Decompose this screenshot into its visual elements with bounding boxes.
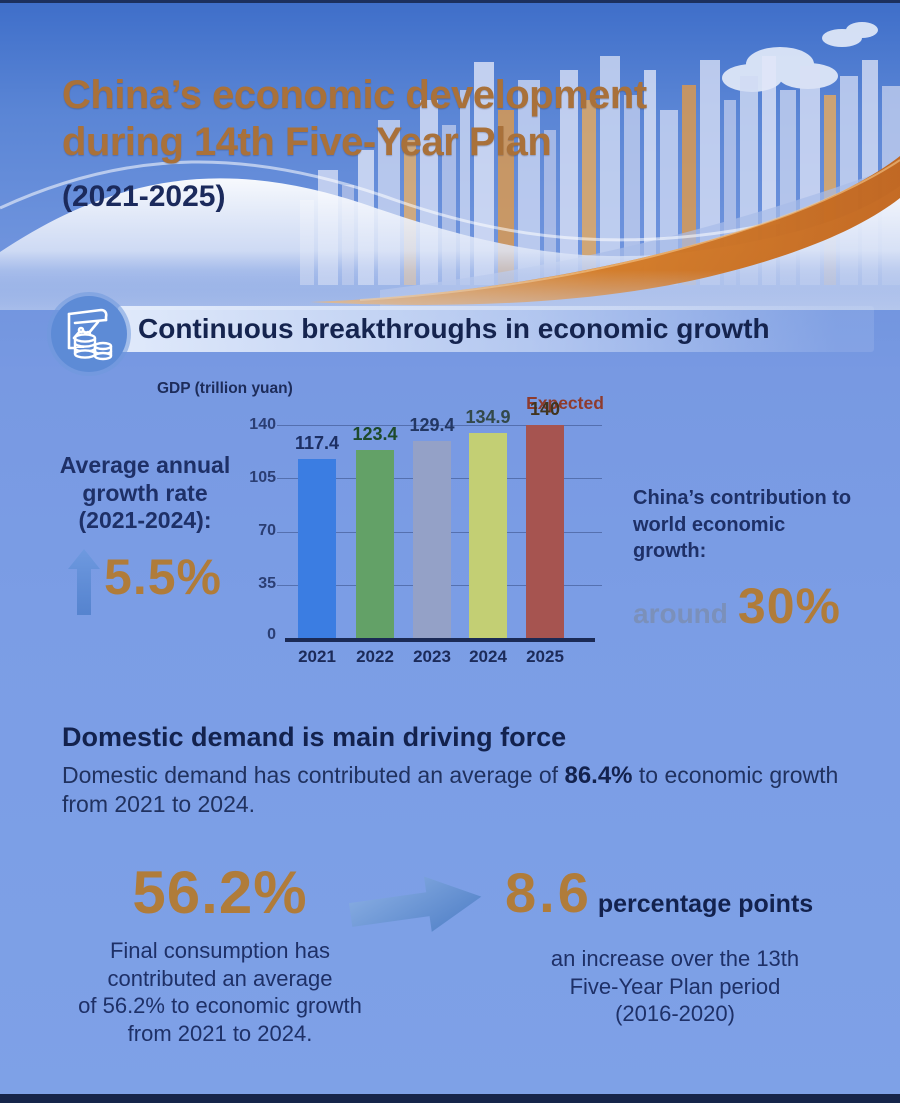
- caption-line: contributed an average: [107, 965, 333, 991]
- caption-line: from 2021 to 2024.: [127, 1020, 313, 1046]
- contribution-prefix: around: [633, 597, 728, 629]
- consumption-value: 56.2%: [132, 859, 308, 926]
- section-heading: Continuous breakthroughs in economic gro…: [138, 313, 770, 344]
- x-tick-label: 2024: [469, 647, 507, 666]
- economy-icon: [47, 292, 131, 376]
- avg-growth-stat: Average annual growth rate (2021-2024): …: [28, 452, 262, 615]
- y-tick-label: 35: [258, 575, 276, 592]
- consumption-caption: Final consumption has contributed an ave…: [40, 937, 400, 1047]
- contribution-label: China’s contribution to world economic g…: [633, 485, 885, 565]
- label-line: (2021-2024):: [78, 507, 212, 534]
- caption-line: of 56.2% to economic growth: [78, 993, 362, 1018]
- wave-stroke: [0, 160, 781, 242]
- contribution-stat: China’s contribution to world economic g…: [633, 485, 885, 639]
- caption-line: Final consumption has: [109, 938, 331, 963]
- label-line: world economic: [633, 513, 786, 536]
- bar-value-label: 123.4: [352, 424, 398, 445]
- bar-column: 123.4 2022: [352, 424, 397, 666]
- bar: [298, 459, 336, 638]
- consumption-stat: 56.2% Final consumption has contributed …: [40, 858, 400, 1047]
- title-line-1: China’s economic development: [62, 73, 647, 117]
- bar-value-label: 134.9: [465, 406, 511, 427]
- page-subtitle: (2021-2025): [62, 180, 226, 213]
- title-line-2: during 14th Five-Year Plan: [62, 120, 552, 164]
- increase-unit: percentage points: [597, 890, 814, 918]
- caption-line: (2016-2020): [615, 1001, 735, 1026]
- avg-growth-label: Average annual growth rate (2021-2024):: [28, 452, 262, 535]
- x-tick-label: 2025: [526, 647, 564, 666]
- bar-column: 134.9 2024: [465, 407, 510, 666]
- bar: [526, 425, 564, 638]
- caption-line: an increase over the 13th: [550, 946, 800, 971]
- label-line: growth rate: [82, 479, 208, 506]
- bar: [413, 441, 451, 638]
- page-title: China’s economic development during 14th…: [62, 72, 647, 166]
- y-tick-label: 105: [249, 469, 276, 486]
- label-line: China’s contribution to: [633, 487, 852, 509]
- bar-value-label: 140: [529, 399, 561, 419]
- increase-caption: an increase over the 13th Five-Year Plan…: [495, 945, 855, 1028]
- bar-value-label: 117.4: [294, 433, 340, 454]
- bar: [469, 432, 507, 638]
- title-block: China’s economic development during 14th…: [62, 72, 647, 214]
- x-tick-label: 2022: [356, 647, 394, 666]
- domestic-body-bold: 86.4%: [564, 762, 633, 789]
- x-tick-label: 2021: [298, 647, 336, 666]
- bar-value-label: 129.4: [409, 415, 455, 436]
- x-tick-label: 2023: [413, 647, 451, 666]
- label-line: Average annual: [59, 452, 231, 478]
- increase-stat: 8.6 percentage points an increase over t…: [495, 860, 855, 1028]
- caption-line: Five-Year Plan period: [569, 973, 781, 999]
- bar: [356, 450, 394, 638]
- chart-title: GDP (trillion yuan): [157, 380, 293, 397]
- contribution-value: 30%: [737, 577, 841, 634]
- domestic-heading: Domestic demand is main driving force: [62, 722, 567, 752]
- domestic-body: Domestic demand has contributed an avera…: [62, 762, 866, 818]
- label-line: growth:: [633, 540, 707, 563]
- y-tick-label: 0: [267, 626, 276, 643]
- gridline: [277, 425, 602, 426]
- up-arrow-icon: [68, 548, 101, 615]
- photo-top-edge: [0, 0, 900, 3]
- photo-bottom-edge: [0, 1094, 900, 1103]
- bar-column: 117.4 2021: [295, 425, 339, 666]
- increase-value: 8.6: [505, 861, 592, 924]
- section-header: Continuous breakthroughs in economic gro…: [118, 306, 874, 352]
- header-artwork: [0, 22, 900, 310]
- domestic-body-pre: Domestic demand has contributed an avera…: [62, 762, 565, 788]
- bar-column: 129.4 2023: [409, 415, 454, 666]
- avg-growth-value: 5.5%: [104, 548, 222, 605]
- expected-annotation: Expected: [526, 393, 604, 413]
- y-tick-label: 70: [258, 522, 276, 539]
- plot-area: 117.4 2021 123.4 2022 129.4 2023 134.9 2…: [277, 399, 602, 666]
- y-tick-label: 140: [249, 416, 276, 433]
- right-arrow-icon: [348, 876, 482, 932]
- bar-column: 140 2025: [526, 399, 564, 666]
- domestic-body-post: to economic growth from 2021 to 2024.: [62, 762, 839, 817]
